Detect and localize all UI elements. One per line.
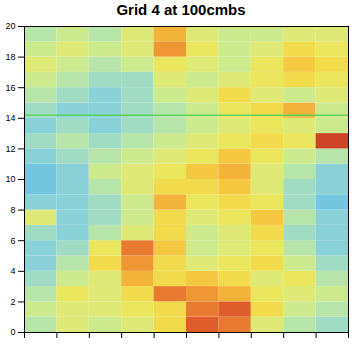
svg-text:4: 4 [10,266,15,276]
svg-text:6: 6 [10,236,15,246]
svg-text:10: 10 [5,174,15,184]
html-text:Grid 4 at 100cmbs: Grid 4 at 100cmbs [116,1,246,18]
svg-text:14: 14 [5,113,15,123]
svg-text:16: 16 [5,83,15,93]
svg-text:0: 0 [10,327,15,337]
svg-text:18: 18 [5,52,15,62]
svg-text:20: 20 [5,21,15,31]
svg-text:12: 12 [5,144,15,154]
svg-text:8: 8 [10,205,15,215]
svg-text:2: 2 [10,297,15,307]
